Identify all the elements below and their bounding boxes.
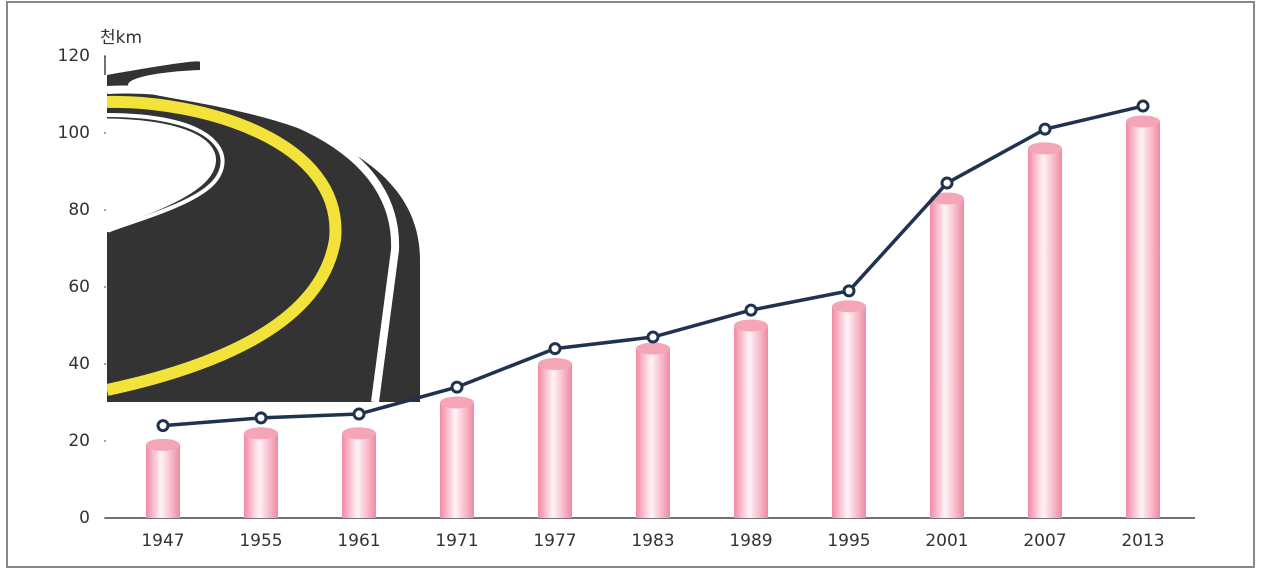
line-marker — [548, 342, 562, 356]
bar-top — [1028, 142, 1062, 155]
bar-top — [636, 342, 670, 355]
bar — [832, 306, 866, 518]
bar-top — [832, 300, 866, 313]
line-marker — [352, 407, 366, 421]
bar-top — [440, 396, 474, 409]
x-tick-label: 1955 — [239, 531, 282, 551]
x-tick-label: 1977 — [533, 531, 576, 551]
line-marker — [744, 303, 758, 317]
bar — [440, 402, 474, 518]
x-tick-label: 2007 — [1023, 531, 1066, 551]
y-tick-label: 0 — [79, 508, 90, 528]
y-tick-label: 80 — [68, 200, 90, 220]
line-marker — [842, 284, 856, 298]
x-tick-label: 1989 — [729, 531, 772, 551]
y-unit: 천km — [100, 28, 142, 48]
x-tick-label: 1983 — [631, 531, 674, 551]
x-tick-label: 2001 — [925, 531, 968, 551]
bar — [734, 325, 768, 518]
x-tick-label: 2013 — [1121, 531, 1164, 551]
x-tick-label: 1947 — [141, 531, 184, 551]
line-marker — [450, 380, 464, 394]
bar-top — [538, 358, 572, 370]
x-tick-label: 1995 — [827, 531, 870, 551]
bar — [342, 433, 376, 518]
bar-top — [734, 319, 768, 332]
bar — [1028, 148, 1062, 518]
bar-top — [930, 192, 964, 205]
y-tick-label: 120 — [58, 46, 90, 66]
y-tick-label: 20 — [68, 431, 90, 451]
bar-top — [146, 438, 180, 451]
y-tick-label: 60 — [68, 277, 90, 297]
line-marker — [1038, 122, 1052, 136]
bar — [930, 198, 964, 518]
line-marker — [646, 330, 660, 344]
y-tick-label: 40 — [68, 354, 90, 374]
line-marker — [156, 419, 170, 433]
line-marker — [254, 411, 268, 425]
bar — [1126, 121, 1160, 518]
bar — [538, 364, 572, 518]
road-illustration — [107, 61, 420, 402]
bar — [146, 444, 180, 518]
x-tick-label: 1971 — [435, 531, 478, 551]
y-tick-label: 100 — [58, 123, 90, 143]
line-marker — [940, 176, 954, 190]
line-marker — [1136, 99, 1150, 113]
bar-top — [342, 427, 376, 440]
bar — [244, 433, 278, 518]
bar-top — [1126, 115, 1160, 128]
bar-top — [244, 427, 278, 440]
x-tick-label: 1961 — [337, 531, 380, 551]
bar — [636, 348, 670, 518]
